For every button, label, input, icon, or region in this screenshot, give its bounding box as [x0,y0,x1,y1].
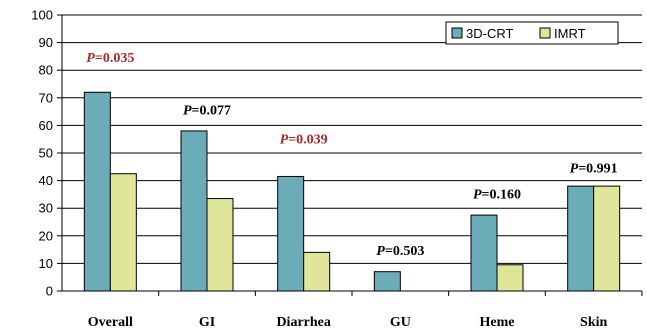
p-value-label: P=0.039 [280,132,328,147]
y-tick-label: 20 [39,228,53,243]
legend-swatch [451,27,463,39]
p-value-annotations: P=0.035P=0.077P=0.039P=0.503P=0.160P=0.9… [86,51,617,259]
y-tick-label: 30 [39,201,53,216]
y-tick-label: 0 [46,284,53,299]
p-value: =0.503 [385,244,424,259]
y-tick-label: 90 [39,35,53,50]
y-tick-label: 100 [31,8,53,23]
y-tick-label: 40 [39,173,53,188]
bar-imrt-skin [593,185,621,292]
bar-3d-crt-overall [83,91,111,292]
bar-3d-crt-gu [373,271,401,292]
legend: 3D-CRT IMRT [445,21,619,45]
p-value: =0.077 [192,103,231,118]
p-symbol: P [473,188,482,203]
p-symbol: P [570,161,579,176]
p-value: =0.039 [288,132,327,147]
legend-label: 3D-CRT [466,26,513,41]
bar-imrt-heme [496,264,524,292]
bar-3d-crt-gi [180,130,208,292]
y-axis-ticks: 0 10 20 30 40 50 60 70 80 90 100 [31,8,62,299]
p-symbol: P [280,132,289,147]
p-value-label: P=0.077 [183,103,231,118]
p-value: =0.991 [578,161,617,176]
bar-imrt-diarrhea [303,251,331,292]
p-value: =0.160 [482,188,521,203]
gridlines [62,14,642,264]
y-tick-label: 60 [39,118,53,133]
y-tick-label: 80 [39,63,53,78]
p-value: =0.035 [95,51,134,66]
p-value-label: P=0.503 [376,244,424,259]
x-category-label: Overall [88,315,133,330]
bars [83,91,621,292]
p-symbol: P [183,103,192,118]
p-symbol: P [86,51,95,66]
x-category-label: GI [199,315,215,330]
x-category-label: GU [390,315,411,330]
bar-imrt-overall [109,173,137,292]
x-axis-category-labels: Overall GI Diarrhea GU Heme Skin [88,291,643,330]
bar-3d-crt-heme [470,214,498,292]
x-category-label: Heme [480,315,515,330]
y-tick-label: 10 [39,256,53,271]
bar-imrt-gi [206,198,234,292]
p-value-label: P=0.991 [570,161,618,176]
bar-3d-crt-diarrhea [277,175,305,292]
y-tick-label: 70 [39,90,53,105]
legend-box [445,21,619,45]
x-category-label: Skin [580,315,607,330]
legend-swatch [539,27,551,39]
legend-label: IMRT [554,26,586,41]
y-tick-label: 50 [39,146,53,161]
p-value-label: P=0.035 [86,51,134,66]
x-category-label: Diarrhea [276,315,330,330]
p-value-label: P=0.160 [473,188,521,203]
p-symbol: P [376,244,385,259]
bar-3d-crt-skin [567,185,595,292]
